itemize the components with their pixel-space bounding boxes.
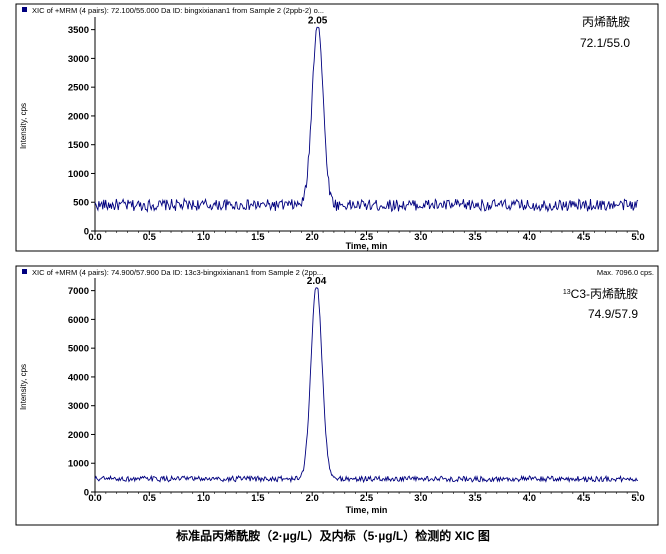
x-tick-label: 2.0 <box>306 232 319 243</box>
y-tick-label: 7000 <box>68 286 89 297</box>
x-tick-label: 1.0 <box>197 232 210 243</box>
chromatogram-panel-2: XIC of +MRM (4 pairs): 74.900/57.900 Da … <box>0 262 666 530</box>
chromatogram-1: XIC of +MRM (4 pairs): 72.100/55.000 Da … <box>15 3 659 252</box>
y-tick-label: 500 <box>73 198 89 209</box>
y-tick-label: 1000 <box>68 169 89 180</box>
transition-label: 74.9/57.9 <box>588 307 638 321</box>
chromatogram-2: XIC of +MRM (4 pairs): 74.900/57.900 Da … <box>15 265 659 526</box>
x-tick-label: 4.5 <box>577 493 591 504</box>
x-axis-title: Time, min <box>346 241 388 251</box>
series-marker <box>22 7 27 12</box>
x-tick-label: 0.0 <box>88 232 101 243</box>
peak-retention-label: 2.05 <box>308 15 328 26</box>
y-tick-label: 4000 <box>68 372 89 383</box>
y-tick-label: 0 <box>84 227 89 238</box>
x-tick-label: 0.0 <box>88 493 101 504</box>
y-tick-label: 3000 <box>68 54 89 65</box>
x-tick-label: 4.5 <box>577 232 591 243</box>
compound-label: 13C3-丙烯酰胺 <box>563 287 638 301</box>
x-tick-label: 3.0 <box>414 232 427 243</box>
x-tick-label: 1.0 <box>197 493 210 504</box>
x-tick-label: 5.0 <box>631 493 644 504</box>
x-tick-label: 5.0 <box>631 232 644 243</box>
y-axis-title: Intensity, cps <box>19 103 28 149</box>
x-tick-label: 3.5 <box>468 232 482 243</box>
chromatogram-trace <box>94 287 639 484</box>
chart-header: XIC of +MRM (4 pairs): 72.100/55.000 Da … <box>32 6 324 15</box>
y-tick-label: 1000 <box>68 459 89 470</box>
y-tick-label: 2000 <box>68 111 89 122</box>
figure-caption: 标准品丙烯酰胺（2·µg/L）及内标（5·µg/L）检测的 XIC 图 <box>176 529 490 543</box>
x-tick-label: 3.0 <box>414 493 427 504</box>
y-tick-label: 1500 <box>68 140 89 151</box>
y-tick-label: 5000 <box>68 344 89 355</box>
chart-header-max: Max. 7096.0 cps. <box>597 268 654 277</box>
series-marker <box>22 269 27 274</box>
y-tick-label: 2500 <box>68 83 89 94</box>
x-tick-label: 4.0 <box>523 232 536 243</box>
chart-header: XIC of +MRM (4 pairs): 74.900/57.900 Da … <box>32 268 323 277</box>
x-tick-label: 2.0 <box>306 493 319 504</box>
x-tick-label: 0.5 <box>143 232 157 243</box>
y-tick-label: 2000 <box>68 430 89 441</box>
x-tick-label: 4.0 <box>523 493 536 504</box>
x-tick-label: 2.5 <box>360 232 374 243</box>
compound-label: 丙烯酰胺 <box>582 15 630 29</box>
x-tick-label: 3.5 <box>468 493 482 504</box>
y-tick-label: 3500 <box>68 25 89 36</box>
peak-retention-label: 2.04 <box>307 276 327 287</box>
transition-label: 72.1/55.0 <box>580 36 630 50</box>
x-tick-label: 0.5 <box>143 493 157 504</box>
y-tick-label: 6000 <box>68 315 89 326</box>
chart-frame <box>15 265 659 526</box>
y-axis-title: Intensity, cps <box>19 364 28 410</box>
chart-frame <box>15 3 659 252</box>
y-tick-label: 0 <box>84 488 89 499</box>
y-tick-label: 3000 <box>68 401 89 412</box>
x-tick-label: 2.5 <box>360 493 374 504</box>
chromatogram-trace <box>94 26 639 213</box>
x-tick-label: 1.5 <box>251 232 265 243</box>
isotope-superscript: 13 <box>563 289 571 296</box>
x-tick-label: 1.5 <box>251 493 265 504</box>
x-axis-title: Time, min <box>346 505 388 515</box>
chromatogram-panel-1: XIC of +MRM (4 pairs): 72.100/55.000 Da … <box>0 0 666 258</box>
